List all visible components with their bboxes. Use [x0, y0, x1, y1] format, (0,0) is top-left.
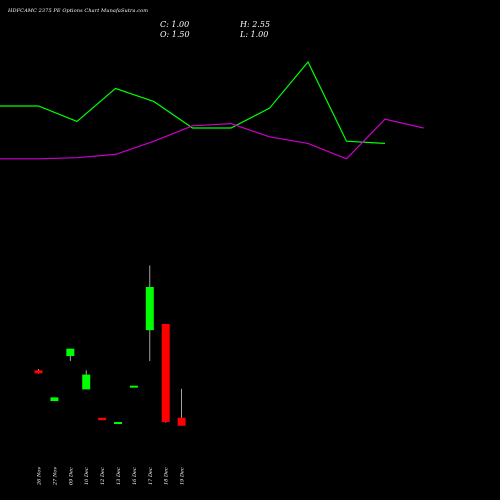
low-value: L: 1.00: [240, 30, 269, 39]
chart-title: HDFCAMC 2375 PE Options Chart MunafaSutr…: [8, 8, 149, 14]
candle-body: [114, 422, 122, 425]
date-label: 13 Dec: [116, 467, 122, 485]
date-label: 16 Dec: [132, 467, 138, 485]
candle-body: [82, 374, 91, 390]
candle-body: [177, 417, 186, 426]
series-line-1: [0, 60, 386, 144]
candle-body: [66, 348, 75, 357]
candle-26-nov: [34, 369, 43, 374]
candle-18-dec: [161, 324, 170, 423]
date-label: 19 Dec: [180, 467, 186, 485]
candle-12-dec: [98, 417, 107, 421]
date-labels: 26 Nov 27 Nov 09 Dec 10 Dec 12 Dec 13 Dec 16 D…: [37, 467, 186, 486]
candle-body: [50, 397, 59, 402]
candle-body: [98, 417, 107, 421]
candle-body: [34, 370, 43, 374]
date-label: 26 Nov: [37, 467, 43, 486]
candle-body: [161, 324, 170, 423]
indicator-lines: [0, 60, 424, 160]
open-value: O: 1.50: [160, 30, 190, 39]
candles: [34, 265, 186, 426]
candle-17-dec: [145, 265, 154, 361]
series-line-2: [0, 118, 424, 160]
date-label: 10 Dec: [84, 467, 90, 485]
candle-10-dec: [82, 370, 91, 390]
candle-27-nov: [50, 397, 59, 402]
candle-body: [129, 385, 138, 388]
date-label: 12 Dec: [100, 467, 106, 485]
date-label: 17 Dec: [148, 467, 154, 485]
date-label: 09 Dec: [68, 467, 74, 485]
close-value: C: 1.00: [160, 20, 190, 29]
candle-body: [145, 287, 154, 331]
candle-16-dec: [129, 385, 138, 388]
high-value: H: 2.55: [240, 20, 271, 29]
date-label: 27 Nov: [52, 467, 58, 486]
candle-13-dec: [114, 422, 122, 425]
date-label: 18 Dec: [164, 467, 170, 485]
candle-09-dec: [66, 348, 75, 361]
candle-19-dec: [177, 388, 186, 426]
